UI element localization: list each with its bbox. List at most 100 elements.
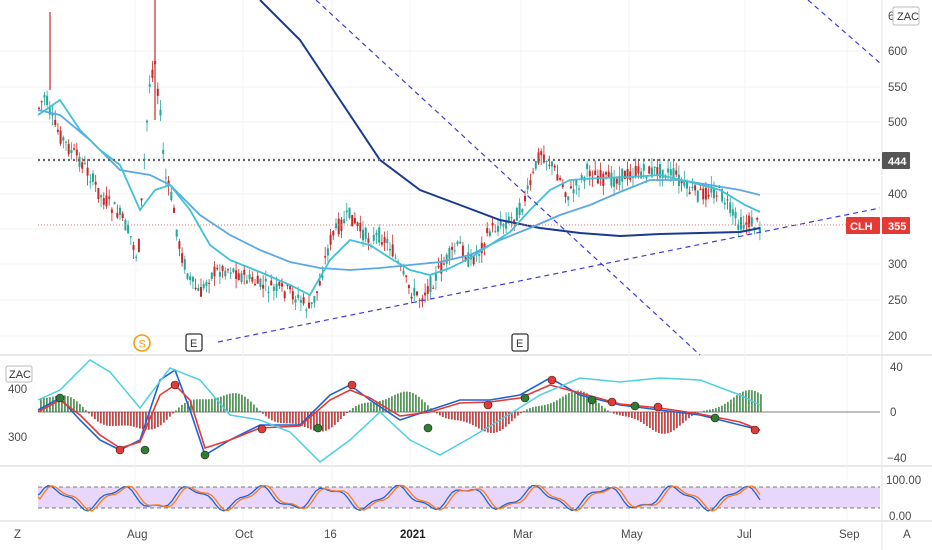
candle-body — [200, 287, 202, 297]
macd-histogram-bar — [730, 399, 732, 412]
candle-body — [510, 217, 513, 219]
candle-body — [159, 109, 162, 116]
candle-body — [713, 188, 715, 199]
macd-histogram-bar — [613, 412, 615, 414]
candle-body — [483, 243, 486, 248]
macd-cross-dot — [607, 397, 617, 407]
macd-histogram-bar — [499, 412, 501, 431]
macd-histogram-bar — [373, 401, 375, 412]
candle-body — [710, 185, 713, 193]
macd-histogram-bar — [514, 412, 516, 419]
price-axis[interactable]: 6 600 550 500 450 400 350 300 250 200 — [888, 11, 907, 343]
candle-body — [318, 281, 321, 286]
candle-body — [97, 188, 100, 200]
candle-body — [186, 273, 189, 279]
candle-body — [680, 181, 683, 184]
macd-histogram-bar — [760, 394, 762, 412]
time-axis-right-button[interactable]: A — [903, 529, 911, 541]
macd-histogram-bar — [523, 411, 525, 412]
split-marker[interactable]: S — [133, 334, 151, 352]
candle-body — [386, 239, 389, 244]
candle-body — [524, 195, 526, 202]
price-tick: 250 — [888, 295, 907, 307]
macd-histogram-bar — [739, 393, 741, 412]
candle-body — [694, 185, 697, 191]
macd-histogram-bar — [376, 401, 378, 412]
candle-body — [578, 188, 580, 190]
candle-body — [94, 181, 97, 185]
candle-body — [553, 165, 556, 168]
candle-body — [129, 236, 132, 238]
macd-histogram-bar — [139, 412, 141, 429]
candle-body — [310, 302, 313, 305]
earnings-marker[interactable]: E — [185, 333, 203, 352]
macd-histogram-bar — [757, 392, 759, 412]
candle-body — [221, 265, 224, 271]
time-axis[interactable]: Z Aug Oct 16 2021 Mar May Jul Sep A — [14, 529, 911, 541]
candle-body — [726, 199, 729, 201]
macd-histogram-bar — [268, 412, 270, 419]
candle-body — [542, 154, 545, 163]
macd-histogram-bar — [592, 397, 594, 412]
macd-histogram-bar — [628, 412, 630, 418]
candle-body — [73, 148, 76, 150]
macd-histogram-bar — [109, 412, 111, 427]
candle-body — [140, 198, 143, 201]
macd-histogram-bar — [745, 390, 747, 412]
macd-histogram-bar — [397, 393, 399, 412]
candle-body — [264, 278, 267, 282]
symbol-legend[interactable]: ZAC — [892, 6, 920, 26]
macd-histogram-bar — [574, 390, 576, 412]
candle-body — [596, 175, 599, 184]
candle-body — [461, 245, 464, 258]
candle-body — [518, 202, 521, 216]
macd-histogram-bar — [706, 410, 708, 412]
macd-histogram-bar — [655, 412, 657, 432]
candle-body — [443, 263, 445, 265]
time-axis-left-button[interactable]: Z — [14, 529, 21, 541]
candle-body — [46, 95, 49, 106]
candle-body — [410, 296, 413, 299]
macd-histogram-bar — [727, 401, 729, 412]
ma-50-line — [37, 109, 761, 271]
candle-body — [254, 283, 256, 286]
candle-body — [202, 284, 205, 289]
macd-histogram-bar — [481, 412, 483, 431]
candle-body — [491, 222, 494, 226]
candle-body — [548, 164, 551, 166]
candle-body — [216, 267, 219, 270]
macd-cross-dot — [710, 413, 720, 423]
candle-body — [119, 207, 121, 215]
macd-panel[interactable] — [37, 359, 880, 463]
earnings-marker-label: E — [190, 338, 197, 350]
macd-histogram-bar — [646, 412, 648, 427]
macd-histogram-bar — [226, 394, 228, 412]
macd-histogram-bar — [724, 403, 726, 412]
descending-trendline — [315, 0, 701, 356]
macd-histogram-bar — [280, 412, 282, 423]
macd-histogram-bar — [217, 397, 219, 412]
macd-histogram-bar — [571, 391, 573, 412]
macd-histogram-bar — [529, 408, 531, 412]
trendlines[interactable] — [217, 0, 881, 356]
candle-body — [305, 309, 308, 311]
macd-histogram-bar — [463, 412, 465, 422]
macd-histogram-bar — [601, 405, 603, 412]
candle-body — [626, 169, 629, 179]
rsi-panel[interactable] — [37, 484, 880, 512]
earnings-marker[interactable]: E — [511, 333, 529, 352]
macd-histogram-bar — [406, 391, 408, 412]
candle-body — [731, 209, 734, 216]
candle-body — [588, 170, 591, 177]
macd-histogram-bar — [472, 412, 474, 426]
candle-body — [345, 210, 348, 213]
candle-body — [121, 213, 124, 219]
candle-body — [86, 167, 89, 176]
macd-histogram-bar — [622, 412, 624, 416]
macd-histogram-bar — [250, 401, 252, 412]
last-price-symbol: CLH — [850, 221, 873, 233]
candle-body — [513, 219, 516, 223]
macd-histogram-bar — [412, 393, 414, 412]
macd-histogram-bar — [253, 404, 255, 412]
